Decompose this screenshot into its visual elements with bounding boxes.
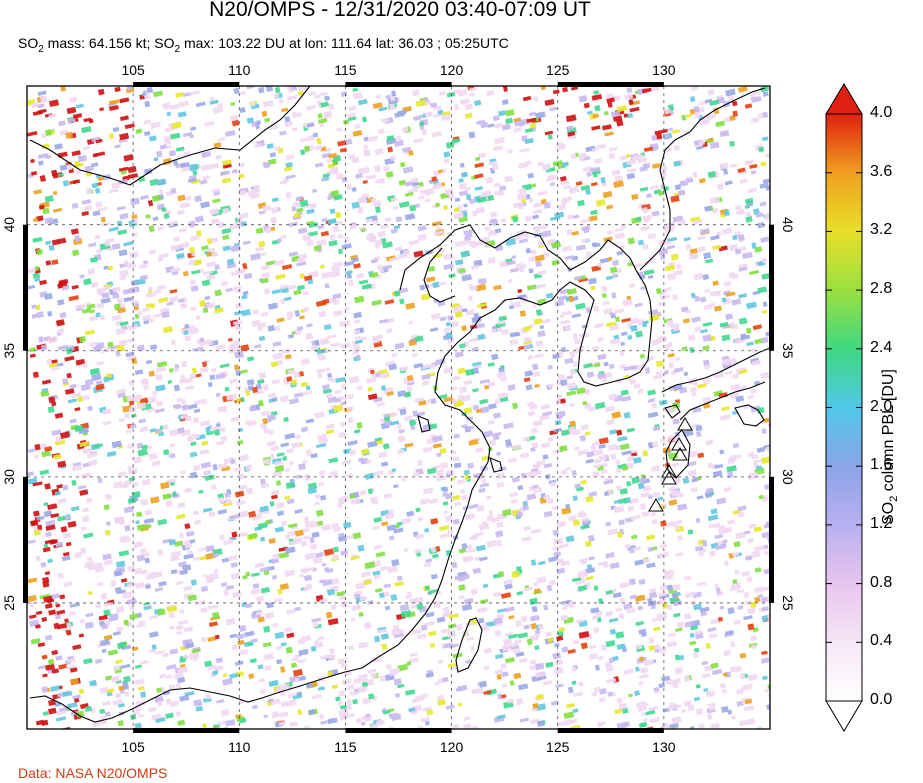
- lat-tick-label-right: 30: [780, 469, 796, 485]
- colorbar-tick-label: 1.6: [870, 456, 893, 474]
- data-credit: Data: NASA N20/OMPS: [18, 765, 168, 781]
- colorbar-tick-label: 2.0: [870, 397, 893, 415]
- colorbar-tick-label: 4.0: [870, 104, 893, 121]
- lon-tick-label-top: 130: [652, 62, 676, 78]
- lat-tick-label-left: 25: [1, 595, 17, 611]
- lon-tick-label-bottom: 110: [228, 739, 251, 755]
- colorbar-tick-label: 2.8: [870, 280, 893, 298]
- map-title: N20/OMPS - 12/31/2020 03:40-07:09 UT: [209, 0, 591, 21]
- lon-tick-label-bottom: 130: [652, 739, 676, 755]
- colorbar-tick-label: 0.4: [870, 632, 893, 650]
- lat-tick-label-right: 40: [780, 217, 796, 233]
- lon-tick-label-top: 105: [121, 62, 145, 78]
- volcano-markers: [648, 417, 693, 512]
- lat-tick-label-left: 35: [1, 343, 17, 359]
- colorbar-tick-label: 1.2: [870, 514, 893, 532]
- lon-tick-label-bottom: 120: [440, 739, 464, 755]
- map-border-ticks: [23, 82, 774, 733]
- lon-tick-label-bottom: 125: [546, 739, 570, 755]
- lat-tick-label-left: 30: [1, 469, 17, 485]
- colorbar-max-arrow: [825, 83, 863, 115]
- colorbar-tick-label: 3.2: [870, 221, 893, 239]
- colorbar-title: SO2 column PBL [DU]: [879, 369, 901, 525]
- colorbar-tick-label: 2.4: [870, 338, 893, 356]
- colorbar-tick-label: 0.0: [870, 691, 893, 708]
- axis-tick-labels: 105 105 110 110 115 115 120 120 125 125 130 130 40 40…: [1, 62, 796, 755]
- lon-tick-label-top: 120: [440, 62, 464, 78]
- lon-tick-label-top: 125: [546, 62, 570, 78]
- gridlines: [27, 86, 770, 729]
- lon-tick-label-bottom: 115: [334, 739, 357, 755]
- lat-tick-label-right: 25: [780, 595, 796, 611]
- colorbar-tick-label: 3.6: [870, 162, 893, 180]
- lat-tick-label-right: 35: [780, 343, 796, 359]
- coastlines: [29, 86, 770, 723]
- lon-tick-label-top: 110: [228, 62, 251, 78]
- colorbar-ticks: [826, 113, 862, 702]
- colorbar-tick-label: 0.8: [870, 573, 893, 591]
- so2-data-layer: [27, 86, 770, 729]
- map-subtitle: SO2 mass: 64.156 kt; SO2 max: 103.22 DU …: [18, 35, 509, 55]
- colorbar-min-arrow: [825, 700, 863, 732]
- lat-tick-label-left: 40: [1, 217, 17, 233]
- lon-tick-label-top: 115: [334, 62, 357, 78]
- lon-tick-label-bottom: 105: [121, 739, 145, 755]
